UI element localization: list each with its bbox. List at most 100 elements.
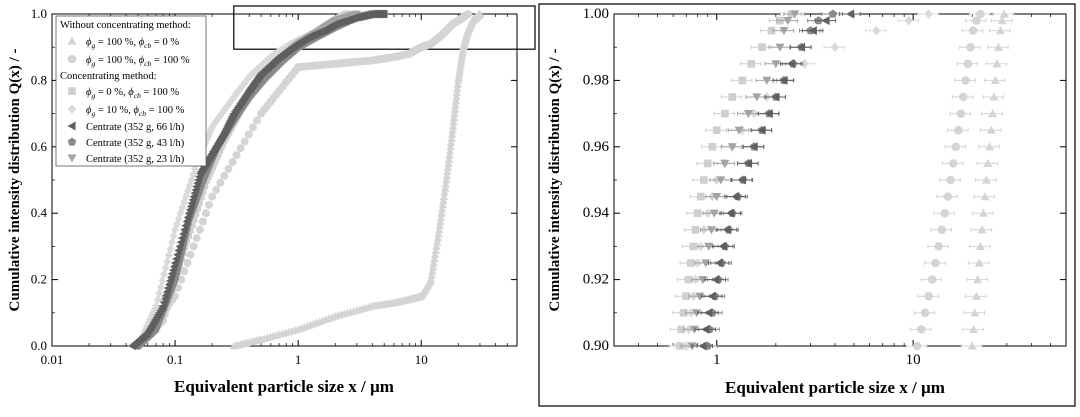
data-point-s2 (228, 158, 237, 167)
data-point-s2 (195, 225, 204, 234)
data-point-s1 (449, 113, 459, 122)
data-point-s3 (747, 59, 756, 68)
data-point-s1 (977, 225, 987, 234)
data-point-s6 (828, 9, 838, 18)
data-point-s1 (426, 275, 436, 283)
series-s1 (229, 9, 485, 350)
legend-label-s1: ϕg = 100 %, ϕcb = 0 % (86, 37, 179, 50)
data-point-s3 (696, 192, 705, 201)
data-point-s1 (446, 142, 455, 151)
data-point-s2 (180, 267, 189, 276)
right-y-tick-label: 0.94 (583, 205, 610, 221)
data-point-s5 (714, 258, 723, 268)
data-point-s4 (217, 109, 225, 120)
data-point-s5 (731, 192, 740, 202)
data-point-s1 (450, 109, 459, 117)
data-point-s1 (428, 262, 438, 271)
data-point-s2 (232, 151, 241, 160)
data-point-s2 (976, 9, 985, 19)
data-point-s1 (430, 250, 440, 259)
right-panel: 1 10 0.90 0.92 0.94 0.96 0.98 1.00 Equivalent p… (547, 6, 1067, 397)
data-point-s2 (464, 10, 473, 18)
data-point-s1 (441, 179, 450, 188)
data-point-s1 (431, 246, 440, 254)
data-point-s1 (983, 158, 993, 167)
data-point-s2 (963, 59, 973, 69)
data-point-s3 (693, 209, 702, 218)
left-x-tick-label: 1 (295, 352, 302, 367)
data-point-s7 (716, 176, 726, 185)
left-x-tick-label: 0.01 (41, 352, 64, 367)
data-point-s1 (442, 171, 452, 180)
legend-marker-s5 (67, 121, 76, 131)
legend-label-s5: Centrate (352 g, 66 l/h) (86, 122, 185, 133)
data-point-s2 (934, 242, 944, 251)
data-point-s3 (721, 109, 729, 118)
data-point-s2 (951, 142, 961, 152)
data-point-s1 (971, 291, 981, 300)
data-point-s5 (701, 324, 710, 334)
data-point-s1 (453, 80, 463, 88)
data-point-s2 (248, 123, 257, 132)
legend-marker-s2 (67, 54, 77, 64)
data-point-s3 (758, 43, 766, 52)
right-panel-border (538, 3, 1076, 407)
right-x-axis-label: Equivalent particle size x / µm (725, 378, 945, 397)
data-point-s5 (796, 42, 806, 52)
data-point-s4 (872, 25, 881, 36)
data-point-s1 (444, 159, 453, 167)
legend-marker-s7 (67, 154, 77, 163)
legend-entry-s3: ϕg = 0 %, ϕcb = 100 % (86, 87, 179, 100)
data-point-s2 (205, 200, 214, 209)
data-point-s7 (704, 242, 714, 251)
data-point-s2 (189, 242, 198, 251)
data-point-s5 (808, 26, 817, 36)
data-point-s1 (980, 192, 990, 201)
data-point-s2 (966, 42, 975, 52)
data-point-s1 (967, 341, 977, 350)
data-point-s5 (749, 142, 758, 152)
data-point-s1 (981, 175, 991, 184)
legend-group1-title: Without concentrating method: (60, 20, 191, 31)
data-point-s1 (997, 16, 1007, 25)
data-point-s5 (722, 225, 731, 235)
data-point-s3 (195, 198, 203, 206)
data-point-s5 (737, 175, 746, 185)
right-data-series (668, 9, 1015, 351)
data-point-s2 (946, 175, 955, 185)
data-point-s5 (726, 208, 735, 218)
legend-label-s6: Centrate (352 g, 43 l/h) (86, 138, 185, 149)
data-point-s1 (444, 155, 454, 163)
legend-marker-s4 (67, 104, 77, 114)
data-point-s1 (440, 184, 450, 192)
data-point-s5 (771, 92, 780, 102)
data-point-s1 (427, 271, 436, 279)
data-point-s3 (687, 259, 695, 267)
data-point-s2 (240, 137, 249, 146)
data-point-s3 (700, 176, 708, 184)
data-point-s5 (743, 158, 753, 168)
right-y-tick-label: 0.96 (583, 139, 610, 155)
data-point-s1 (451, 101, 460, 109)
data-point-s3 (712, 126, 721, 135)
data-point-s7 (783, 17, 793, 26)
data-point-s3 (728, 93, 737, 101)
data-point-s2 (186, 250, 195, 259)
data-point-s3 (682, 292, 691, 301)
data-point-s1 (437, 209, 446, 217)
data-point-s1 (447, 130, 457, 138)
data-point-s2 (192, 234, 201, 243)
data-point-s7 (779, 27, 789, 36)
data-point-s1 (438, 200, 447, 209)
data-point-s2 (961, 76, 970, 85)
data-point-s5 (379, 9, 388, 19)
data-point-s1 (433, 233, 443, 242)
legend-label-s7: Centrate (352 g, 23 l/h) (86, 154, 185, 165)
right-y-tick-label: 1.00 (583, 6, 609, 22)
data-point-s4 (219, 107, 227, 117)
data-point-s4 (160, 269, 168, 279)
data-point-s3 (708, 142, 717, 151)
series-s3 (668, 10, 802, 350)
data-point-s2 (201, 209, 210, 218)
data-point-s3 (192, 209, 200, 217)
